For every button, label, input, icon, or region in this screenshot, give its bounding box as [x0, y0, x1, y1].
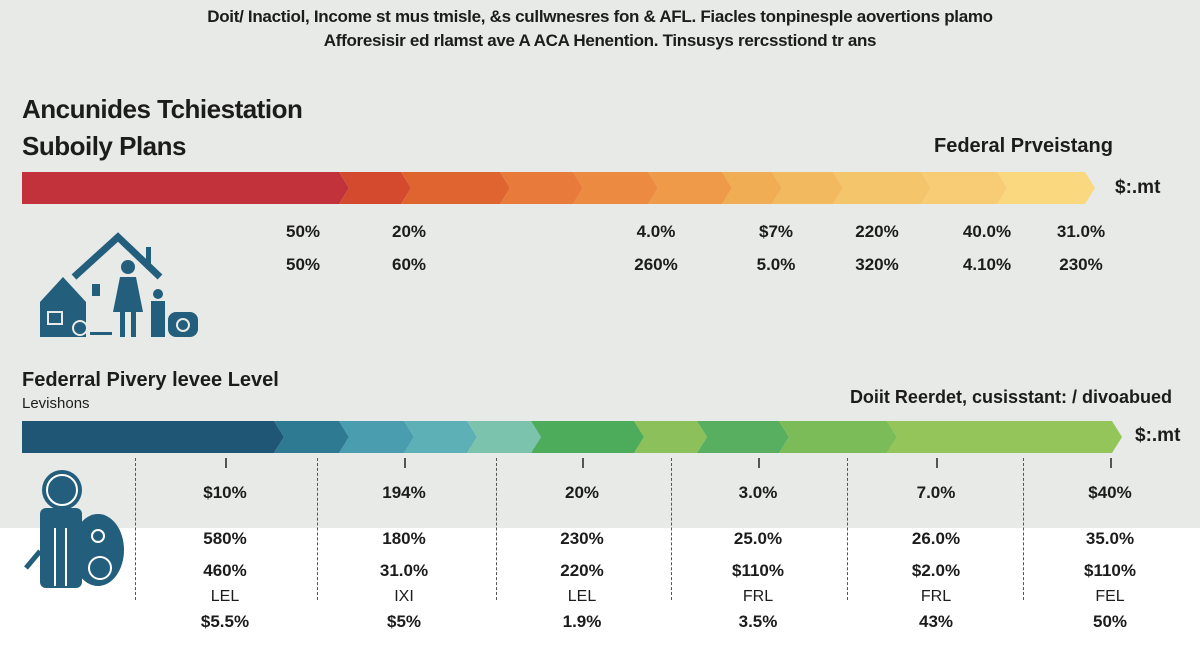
intro-line-2: Afforesisir ed rlamst ave A ACA Henentio… — [323, 31, 877, 50]
column-value: FRL — [920, 588, 952, 605]
bar-tick — [758, 458, 760, 468]
bar2-segment — [779, 421, 897, 453]
section2-right-label: Doiit Reerdet, cusisstant: / divoabued — [849, 387, 1172, 407]
column-value: 194% — [382, 483, 426, 502]
bar1-end-label: $:.mt — [1115, 177, 1161, 198]
section1-title: Ancunides Tchiestation — [22, 94, 303, 124]
section1-value: 230% — [1059, 255, 1103, 274]
column-value: 35.0% — [1085, 529, 1135, 548]
bar2-segment — [339, 421, 414, 453]
bar-tick — [582, 458, 584, 468]
bar1-segment — [500, 172, 583, 204]
section1-subtitle: Suboily Plans — [22, 131, 187, 161]
section1-right-label: Federal Prveistang — [934, 135, 1113, 157]
bar-tick — [404, 458, 406, 468]
column-value: 31.0% — [379, 561, 429, 580]
column-value: 50% — [1092, 612, 1128, 631]
bar1-segment — [772, 172, 843, 204]
column-value: $40% — [1088, 483, 1132, 502]
bar-tick — [936, 458, 938, 468]
column-value: 230% — [560, 529, 604, 548]
column-divider — [847, 458, 848, 600]
bar2-segment — [274, 421, 349, 453]
person-money-bag-icon — [24, 470, 124, 588]
bar1-segment — [339, 172, 411, 204]
column-value: 20% — [564, 483, 600, 502]
bar-tick — [225, 458, 227, 468]
bar1-segment — [648, 172, 732, 204]
column-value: 180% — [382, 529, 426, 548]
column-value: 3.0% — [738, 483, 778, 502]
bar1-segment — [22, 172, 349, 204]
bar1-segment — [401, 172, 510, 204]
section1-value: 50% — [285, 255, 321, 274]
section1-value: 220% — [855, 222, 899, 241]
column-divider — [496, 458, 497, 600]
section1-value: 260% — [634, 255, 678, 274]
column-value: $110% — [1084, 561, 1136, 580]
section1-value: 4.10% — [962, 255, 1012, 274]
section1-value: 31.0% — [1056, 222, 1106, 241]
column-value: $10% — [203, 483, 247, 502]
section1-value: 40.0% — [962, 222, 1012, 241]
column-divider — [317, 458, 318, 600]
column-value: FEL — [1095, 588, 1125, 605]
column-value: 580% — [203, 529, 247, 548]
column-value: 26.0% — [911, 529, 961, 548]
section2-subtitle: Levishons — [22, 395, 90, 412]
poverty-level-gradient-bar — [22, 421, 1118, 453]
section2-title: Federral Pivery levee Level — [22, 369, 279, 391]
column-value: $110% — [732, 561, 784, 580]
column-value: IXI — [394, 588, 414, 605]
column-value: LEL — [210, 588, 240, 605]
section1-value: 20% — [391, 222, 427, 241]
section1-value: 50% — [285, 222, 321, 241]
intro-line-1: Doit/ Inactiol, Income st mus tmisle, &s… — [207, 7, 993, 26]
bar2-end-label: $:.mt — [1135, 425, 1181, 446]
bar2-segment — [531, 421, 644, 453]
bar2-segment — [634, 421, 707, 453]
column-divider — [1023, 458, 1024, 600]
section1-value: 320% — [855, 255, 899, 274]
section1-value: 5.0% — [756, 255, 796, 274]
bar1-segment — [921, 172, 1007, 204]
bar-tick — [1110, 458, 1112, 468]
section1-value: 4.0% — [636, 222, 676, 241]
income-gradient-bar — [22, 172, 1090, 204]
column-value: 1.9% — [562, 612, 602, 631]
house-family-icon — [40, 232, 198, 337]
bar2-segment — [887, 421, 1122, 453]
column-value: 7.0% — [916, 483, 956, 502]
bar2-segment — [22, 421, 284, 453]
column-value: 220% — [560, 561, 604, 580]
bar1-segment — [833, 172, 931, 204]
bar2-segment — [697, 421, 789, 453]
column-value: FRL — [742, 588, 774, 605]
column-divider — [135, 458, 136, 600]
column-value: $2.0% — [911, 561, 961, 580]
column-value: 460% — [203, 561, 247, 580]
bar1-segment — [722, 172, 782, 204]
bar2-segment — [404, 421, 477, 453]
section1-value: 60% — [391, 255, 427, 274]
section1-value: $7% — [758, 222, 794, 241]
bar2-segment — [467, 421, 541, 453]
bar1-segment — [573, 172, 658, 204]
column-value: $5.5% — [200, 612, 250, 631]
column-value: $5% — [386, 612, 422, 631]
column-value: 25.0% — [733, 529, 783, 548]
column-value: 3.5% — [738, 612, 778, 631]
column-divider — [671, 458, 672, 600]
column-value: 43% — [918, 612, 954, 631]
bar1-segment — [997, 172, 1095, 204]
column-value: LEL — [567, 588, 597, 605]
